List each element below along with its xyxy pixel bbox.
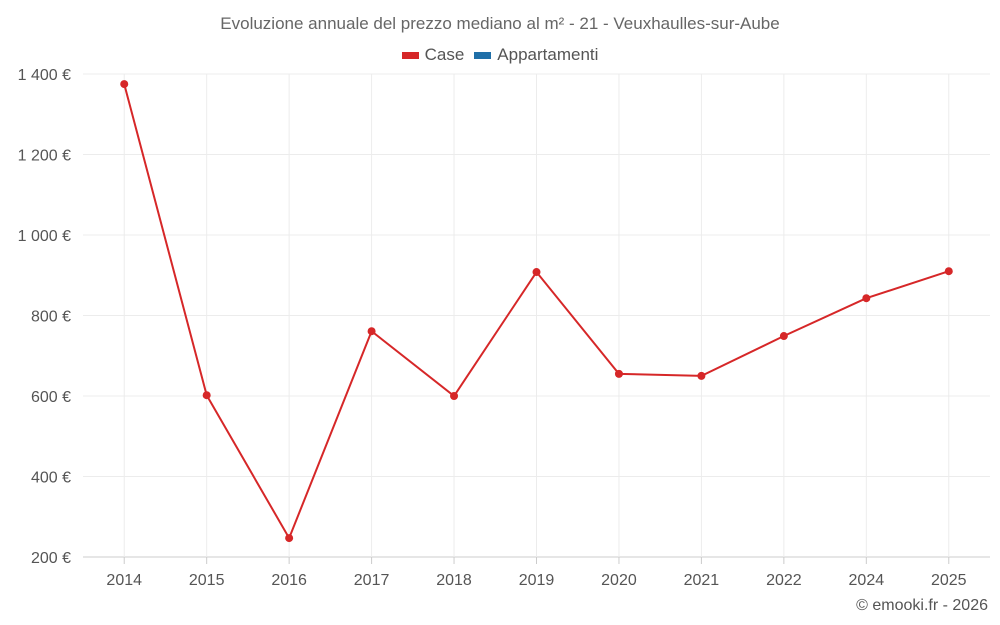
legend-item-case[interactable]: Case bbox=[401, 45, 465, 65]
data-point bbox=[367, 327, 376, 336]
data-point bbox=[779, 332, 788, 341]
x-tick-label: 2025 bbox=[931, 572, 967, 589]
x-tick-label: 2015 bbox=[189, 572, 225, 589]
chart-title: Evoluzione annuale del prezzo mediano al… bbox=[220, 14, 780, 33]
data-point bbox=[944, 267, 953, 276]
x-tick-label: 2018 bbox=[436, 572, 472, 589]
data-point bbox=[697, 371, 706, 380]
y-tick-label: 600 € bbox=[31, 389, 71, 406]
data-point bbox=[285, 534, 294, 543]
legend-item-appartamenti[interactable]: Appartamenti bbox=[474, 45, 598, 65]
y-tick-label: 200 € bbox=[31, 550, 71, 567]
data-point bbox=[120, 80, 129, 89]
y-tick-label: 1 000 € bbox=[18, 228, 71, 245]
x-tick-label: 2019 bbox=[519, 572, 555, 589]
x-tick-label: 2014 bbox=[106, 572, 142, 589]
data-point bbox=[614, 369, 623, 378]
x-tick-label: 2020 bbox=[601, 572, 637, 589]
y-tick-label: 1 400 € bbox=[18, 67, 71, 84]
data-point bbox=[450, 392, 459, 400]
legend-label-case: Case bbox=[424, 45, 465, 64]
legend: Case Appartamenti bbox=[0, 45, 1000, 65]
x-tick-label: 2024 bbox=[849, 572, 885, 589]
y-tick-label: 1 200 € bbox=[18, 148, 71, 165]
x-tick-label: 2021 bbox=[684, 572, 720, 589]
y-tick-label: 400 € bbox=[31, 470, 71, 487]
data-point bbox=[532, 268, 541, 277]
x-tick-label: 2017 bbox=[354, 572, 390, 589]
y-tick-label: 800 € bbox=[31, 309, 71, 326]
data-point bbox=[202, 391, 211, 400]
x-tick-label: 2022 bbox=[766, 572, 802, 589]
x-tick-label: 2016 bbox=[271, 572, 307, 589]
legend-label-appartamenti: Appartamenti bbox=[497, 45, 599, 64]
data-point bbox=[862, 294, 871, 303]
legend-swatch-appartamenti bbox=[474, 51, 492, 59]
legend-swatch-case bbox=[401, 51, 419, 59]
credit: © emooki.fr - 2026 bbox=[856, 597, 988, 614]
